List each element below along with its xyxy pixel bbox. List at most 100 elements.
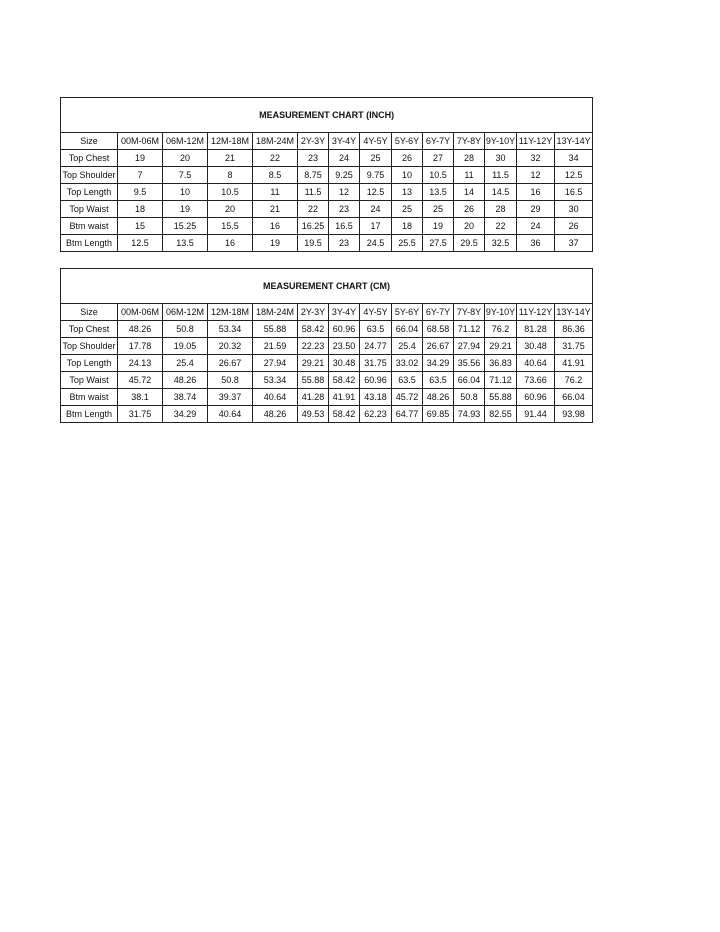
cell: 53.34: [207, 320, 253, 338]
cell: 58.42: [328, 371, 360, 389]
cell: 16.5: [553, 183, 594, 201]
cell: 81.28: [516, 320, 555, 338]
cell: 11.5: [484, 166, 517, 184]
header-row: Size 00M-06M 06M-12M 12M-18M 18M-24M 2Y-3Y 3Y-…: [60, 132, 594, 150]
cell: 60.96: [359, 371, 392, 389]
row-label: Top Chest: [60, 149, 118, 167]
cell: 58.42: [297, 320, 329, 338]
size-header: 9Y-10Y: [484, 132, 517, 150]
cell: 18: [391, 217, 423, 235]
table-row: Top Shoulder 7 7.5 8 8.5 8.75 9.25 9.75 10 10.5 11…: [60, 166, 594, 184]
cell: 66.04: [553, 388, 594, 406]
cell: 91.44: [516, 405, 555, 423]
cell: 24.13: [117, 354, 163, 372]
chart-title: MEASUREMENT CHART (INCH): [59, 97, 594, 133]
cell: 29.21: [484, 337, 517, 355]
cell: 60.96: [328, 320, 360, 338]
row-label: Btm Length: [60, 405, 118, 423]
cell: 19: [422, 217, 454, 235]
size-header: Size: [60, 132, 118, 150]
table-row: Top Waist 45.72 48.26 50.8 53.34 55.88 58.42 60…: [60, 371, 594, 389]
cell: 22: [297, 200, 329, 218]
row-label: Btm Length: [60, 234, 118, 252]
size-header: 3Y-4Y: [328, 303, 360, 321]
cell: 16.25: [297, 217, 329, 235]
row-label: Top Shoulder: [60, 166, 118, 184]
cell: 19: [117, 149, 163, 167]
cell: 41.91: [553, 354, 594, 372]
cell: 76.2: [484, 320, 517, 338]
cell: 55.88: [252, 320, 298, 338]
cell: 24: [359, 200, 392, 218]
cell: 7: [117, 166, 163, 184]
cell: 28: [453, 149, 485, 167]
cell: 31.75: [553, 337, 594, 355]
cell: 19.05: [162, 337, 208, 355]
size-header: Size: [60, 303, 118, 321]
size-header: 4Y-5Y: [359, 132, 392, 150]
cell: 36: [516, 234, 555, 252]
cell: 9.5: [117, 183, 163, 201]
cell: 31.75: [117, 405, 163, 423]
cell: 12: [328, 183, 360, 201]
cell: 10.5: [207, 183, 253, 201]
cell: 23: [328, 234, 360, 252]
table-row: Top Chest 19 20 21 22 23 24 25 26 27 28 30 32 34: [60, 149, 594, 167]
size-header: 5Y-6Y: [391, 132, 423, 150]
cell: 62.23: [359, 405, 392, 423]
cell: 26: [453, 200, 485, 218]
size-header: 2Y-3Y: [297, 132, 329, 150]
cell: 86.36: [553, 320, 594, 338]
cell: 11: [453, 166, 485, 184]
cell: 12.5: [359, 183, 392, 201]
chart-title: MEASUREMENT CHART (CM): [59, 268, 594, 304]
size-header: 11Y-12Y: [516, 303, 555, 321]
cell: 15.25: [162, 217, 208, 235]
cell: 76.2: [553, 371, 594, 389]
size-header: 12M-18M: [207, 132, 253, 150]
cell: 38.1: [117, 388, 163, 406]
cell: 9.75: [359, 166, 392, 184]
cell: 18: [117, 200, 163, 218]
cell: 48.26: [252, 405, 298, 423]
cell: 48.26: [422, 388, 454, 406]
size-header: 9Y-10Y: [484, 303, 517, 321]
table-row: Btm Length 31.75 34.29 40.64 48.26 49.53 58.42…: [60, 405, 594, 423]
cell: 24: [516, 217, 555, 235]
cell: 71.12: [484, 371, 517, 389]
cell: 73.66: [516, 371, 555, 389]
cell: 15.5: [207, 217, 253, 235]
cell: 12: [516, 166, 555, 184]
table-row: Btm Length 12.5 13.5 16 19 19.5 23 24.5 25.5 27.5…: [60, 234, 594, 252]
table-row: Top Length 9.5 10 10.5 11 11.5 12 12.5 13 13.5 14 1…: [60, 183, 594, 201]
cell: 48.26: [117, 320, 163, 338]
measurement-chart-inch: MEASUREMENT CHART (INCH) Size 00M-06M 06M-1…: [59, 97, 594, 252]
cell: 25.4: [162, 354, 208, 372]
cell: 10: [162, 183, 208, 201]
cell: 23.50: [328, 337, 360, 355]
table-row: Top Shoulder 17.78 19.05 20.32 21.59 22.23 23.…: [60, 337, 594, 355]
cell: 9.25: [328, 166, 360, 184]
cell: 27.5: [422, 234, 454, 252]
cell: 43.18: [359, 388, 392, 406]
cell: 39.37: [207, 388, 253, 406]
cell: 50.8: [162, 320, 208, 338]
cell: 16: [516, 183, 555, 201]
cell: 66.04: [453, 371, 485, 389]
row-label: Top Shoulder: [60, 337, 118, 355]
cell: 64.77: [391, 405, 423, 423]
table-row: Btm waist 38.1 38.74 39.37 40.64 41.28 41.91 43…: [60, 388, 594, 406]
size-header: 7Y-8Y: [453, 303, 485, 321]
size-header: 18M-24M: [252, 303, 298, 321]
cell: 13.5: [162, 234, 208, 252]
cell: 60.96: [516, 388, 555, 406]
cell: 10.5: [422, 166, 454, 184]
cell: 23: [297, 149, 329, 167]
cell: 12.5: [553, 166, 594, 184]
size-header: 7Y-8Y: [453, 132, 485, 150]
cell: 35.56: [453, 354, 485, 372]
size-header: 06M-12M: [162, 132, 208, 150]
size-header: 6Y-7Y: [422, 303, 454, 321]
cell: 27.94: [453, 337, 485, 355]
cell: 26.67: [422, 337, 454, 355]
